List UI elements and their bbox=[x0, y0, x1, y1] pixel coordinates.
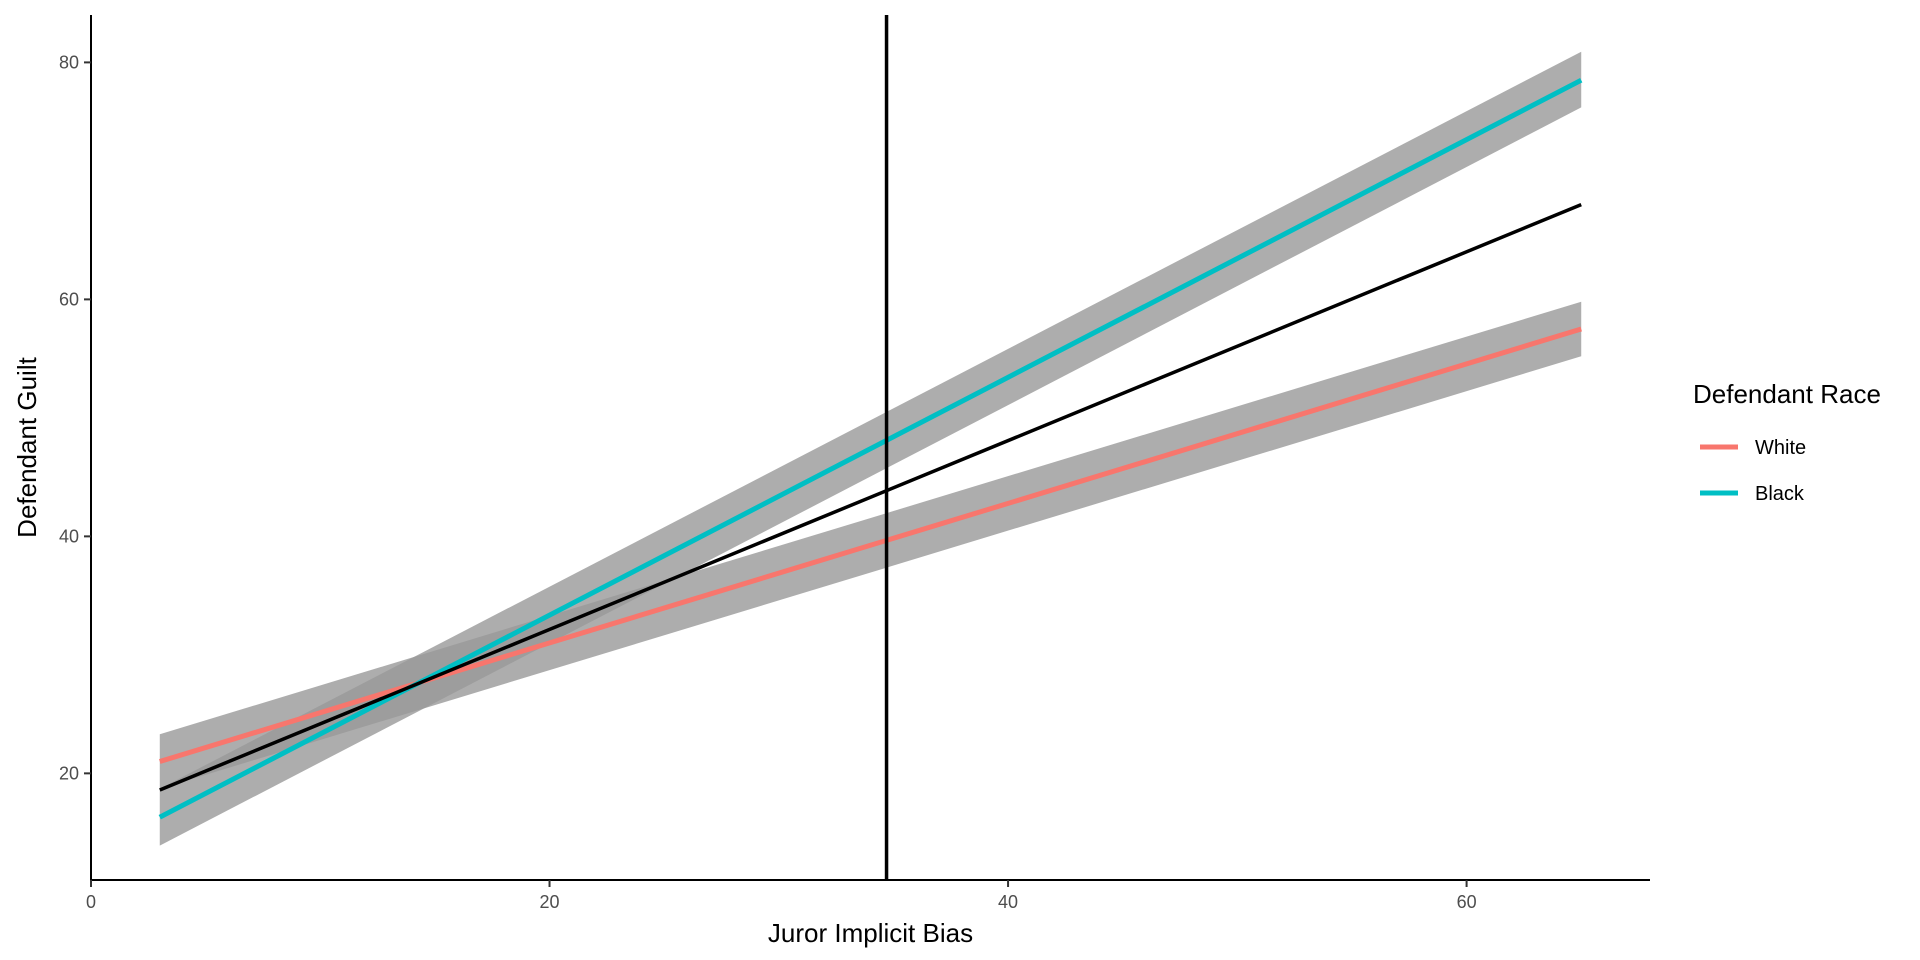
legend-label-white: White bbox=[1755, 437, 1806, 459]
x-tick-label: 60 bbox=[1457, 892, 1477, 912]
line-overall bbox=[159, 202, 1582, 792]
y-tick-label: 40 bbox=[59, 526, 79, 546]
y-axis-title: Defendant Guilt bbox=[12, 356, 42, 537]
ticks: 0 20 40 60 20 40 60 80 bbox=[59, 52, 1477, 912]
y-tick-label: 60 bbox=[59, 289, 79, 309]
x-tick-label: 40 bbox=[998, 892, 1018, 912]
series-lines bbox=[158, 77, 1583, 820]
legend-title: Defendant Race bbox=[1693, 379, 1881, 409]
x-tick-label: 0 bbox=[86, 892, 96, 912]
x-axis-title: Juror Implicit Bias bbox=[768, 918, 973, 948]
line-white bbox=[159, 326, 1582, 764]
legend: Defendant Race White Black bbox=[1693, 379, 1881, 505]
y-tick-label: 80 bbox=[59, 52, 79, 72]
line-black bbox=[158, 77, 1583, 820]
y-tick-label: 20 bbox=[59, 763, 79, 783]
legend-label-black: Black bbox=[1755, 483, 1805, 505]
axes bbox=[90, 15, 1650, 881]
x-tick-label: 20 bbox=[540, 892, 560, 912]
